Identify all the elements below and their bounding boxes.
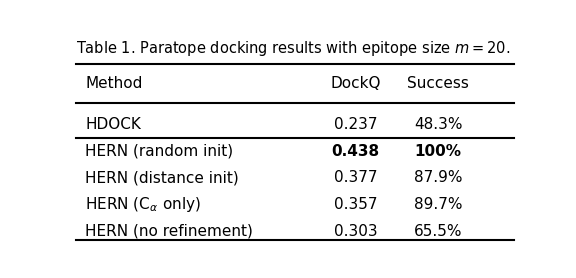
Text: Success: Success: [407, 76, 469, 91]
Text: HERN (distance init): HERN (distance init): [85, 170, 239, 185]
Text: HERN (no refinement): HERN (no refinement): [85, 224, 253, 239]
Text: 48.3%: 48.3%: [414, 117, 463, 132]
Text: 100%: 100%: [415, 144, 461, 158]
Text: 89.7%: 89.7%: [414, 197, 463, 212]
Text: 0.377: 0.377: [334, 170, 377, 185]
Text: HERN (random init): HERN (random init): [85, 144, 233, 158]
Text: 0.303: 0.303: [334, 224, 377, 239]
Text: Method: Method: [85, 76, 143, 91]
Text: DockQ: DockQ: [330, 76, 381, 91]
Text: HERN (C$_{\alpha}$ only): HERN (C$_{\alpha}$ only): [85, 195, 201, 214]
Text: HDOCK: HDOCK: [85, 117, 141, 132]
Text: 0.438: 0.438: [331, 144, 380, 158]
Text: 0.237: 0.237: [334, 117, 377, 132]
Text: 87.9%: 87.9%: [414, 170, 463, 185]
Text: 65.5%: 65.5%: [414, 224, 463, 239]
Text: 0.357: 0.357: [334, 197, 377, 212]
Text: Table 1. Paratope docking results with epitope size $m = 20$.: Table 1. Paratope docking results with e…: [77, 39, 511, 58]
